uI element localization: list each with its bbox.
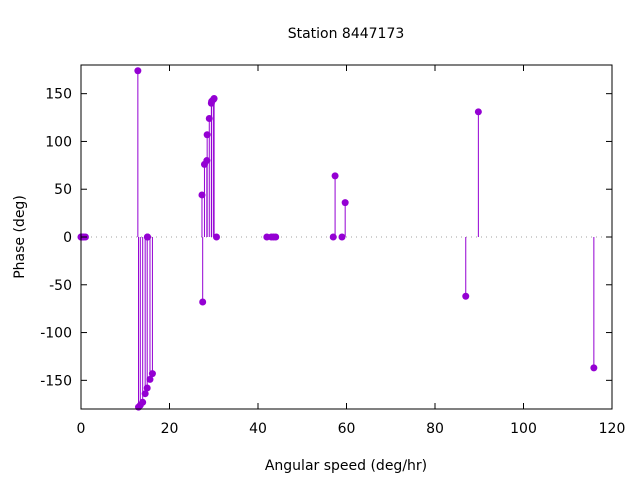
y-tick-label: 100: [45, 134, 72, 150]
y-axis-label: Phase (deg): [12, 195, 28, 279]
data-point: [474, 108, 482, 116]
y-tick-label: -150: [40, 373, 72, 389]
x-tick-label: 40: [249, 421, 267, 437]
x-tick-label: 120: [599, 421, 626, 437]
y-tick-label: 50: [54, 182, 72, 198]
data-point: [341, 199, 349, 207]
data-point: [203, 131, 211, 139]
data-point: [148, 370, 156, 378]
data-point: [462, 292, 470, 300]
data-point: [141, 390, 149, 398]
x-axis-label: Angular speed (deg/hr): [265, 458, 427, 474]
data-point: [212, 233, 220, 241]
data-point: [331, 172, 339, 180]
data-point: [272, 233, 280, 241]
data-point: [210, 94, 218, 102]
data-point: [203, 157, 211, 165]
x-tick-label: 60: [338, 421, 356, 437]
plot-frame: [80, 64, 613, 410]
y-tick-label: -100: [40, 326, 72, 342]
impulse-layer: [137, 70, 595, 408]
point-layer: [77, 67, 598, 411]
y-tick-label: -50: [49, 278, 72, 294]
data-point: [134, 67, 142, 75]
data-point: [143, 384, 151, 392]
y-tick-label: 0: [63, 230, 72, 246]
data-point: [338, 233, 346, 241]
x-tick-label: 0: [77, 421, 86, 437]
x-tick-label: 80: [426, 421, 444, 437]
tick-label-layer: 0 20 40 60 80 100 120 -150 -100 -50 0 50 100 150: [40, 87, 625, 437]
data-point: [199, 298, 207, 306]
data-point: [144, 233, 152, 241]
data-point: [139, 398, 147, 406]
data-point: [329, 233, 337, 241]
data-point: [590, 364, 598, 372]
y-tick-label: 150: [45, 87, 72, 103]
data-point: [198, 191, 206, 199]
data-point: [205, 115, 213, 123]
chart-title: Station 8447173: [288, 26, 405, 42]
x-tick-label: 20: [161, 421, 179, 437]
data-point: [146, 375, 154, 383]
x-tick-label: 100: [510, 421, 537, 437]
